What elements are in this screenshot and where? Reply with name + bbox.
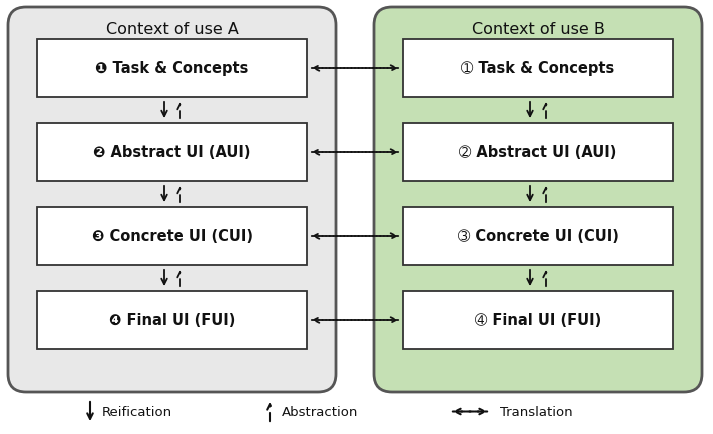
Text: ❸ Concrete UI (CUI): ❸ Concrete UI (CUI) xyxy=(91,229,252,244)
Bar xyxy=(403,207,673,265)
Text: ➀ Task & Concepts: ➀ Task & Concepts xyxy=(461,61,615,76)
Text: Translation: Translation xyxy=(500,405,573,418)
Text: Reification: Reification xyxy=(102,405,172,418)
FancyBboxPatch shape xyxy=(374,8,702,392)
Text: ❶ Task & Concepts: ❶ Task & Concepts xyxy=(96,61,249,76)
Bar xyxy=(37,40,307,98)
FancyBboxPatch shape xyxy=(8,8,336,392)
Text: ➃ Final UI (FUI): ➃ Final UI (FUI) xyxy=(475,313,601,328)
Bar xyxy=(403,124,673,181)
Text: ❹ Final UI (FUI): ❹ Final UI (FUI) xyxy=(109,313,235,328)
Text: ❷ Abstract UI (AUI): ❷ Abstract UI (AUI) xyxy=(93,145,251,160)
Bar xyxy=(37,291,307,349)
Bar xyxy=(403,40,673,98)
Bar xyxy=(37,124,307,181)
Text: Context of use B: Context of use B xyxy=(471,23,605,37)
Text: ➂ Concrete UI (CUI): ➂ Concrete UI (CUI) xyxy=(458,229,618,244)
Text: Context of use A: Context of use A xyxy=(106,23,238,37)
Bar xyxy=(403,291,673,349)
Text: ➁ Abstract UI (AUI): ➁ Abstract UI (AUI) xyxy=(459,145,617,160)
Text: Abstraction: Abstraction xyxy=(282,405,359,418)
Bar xyxy=(37,207,307,265)
